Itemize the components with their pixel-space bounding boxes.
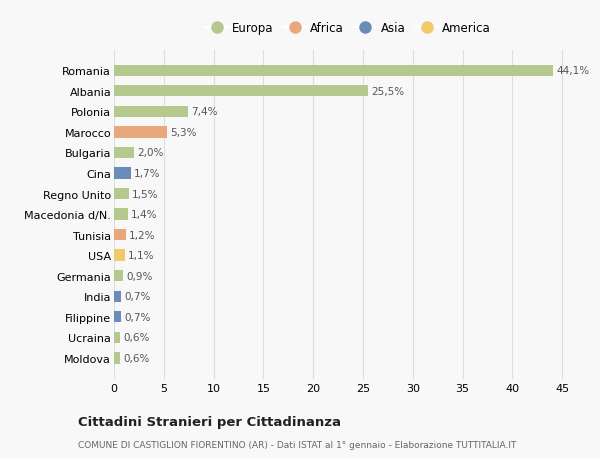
Text: 0,6%: 0,6% (123, 333, 149, 342)
Bar (114, 230, 126, 241)
Bar (114, 332, 120, 343)
Text: 0,9%: 0,9% (126, 271, 152, 281)
Bar (114, 106, 188, 118)
Bar (114, 312, 121, 323)
Text: Cittadini Stranieri per Cittadinanza: Cittadini Stranieri per Cittadinanza (78, 415, 341, 428)
Text: 0,7%: 0,7% (124, 312, 151, 322)
Bar (114, 291, 121, 302)
Bar (114, 189, 129, 200)
Text: 25,5%: 25,5% (371, 87, 404, 96)
Bar (114, 250, 125, 261)
Text: 0,6%: 0,6% (123, 353, 149, 363)
Bar (114, 209, 128, 220)
Text: 7,4%: 7,4% (191, 107, 217, 117)
Bar (114, 353, 120, 364)
Legend: Europa, Africa, Asia, America: Europa, Africa, Asia, America (200, 17, 496, 39)
Text: 1,2%: 1,2% (129, 230, 155, 240)
Bar (114, 127, 167, 138)
Bar (114, 270, 123, 282)
Text: 0,7%: 0,7% (124, 291, 151, 302)
Text: 2,0%: 2,0% (137, 148, 163, 158)
Bar (114, 147, 134, 159)
Bar (114, 168, 131, 179)
Bar (114, 65, 553, 77)
Text: 44,1%: 44,1% (556, 66, 589, 76)
Text: 1,1%: 1,1% (128, 251, 154, 261)
Bar (114, 86, 368, 97)
Text: COMUNE DI CASTIGLION FIORENTINO (AR) - Dati ISTAT al 1° gennaio - Elaborazione T: COMUNE DI CASTIGLION FIORENTINO (AR) - D… (78, 440, 517, 449)
Text: 1,5%: 1,5% (132, 189, 158, 199)
Text: 1,4%: 1,4% (131, 210, 157, 219)
Text: 1,7%: 1,7% (134, 168, 160, 179)
Text: 5,3%: 5,3% (170, 128, 196, 138)
